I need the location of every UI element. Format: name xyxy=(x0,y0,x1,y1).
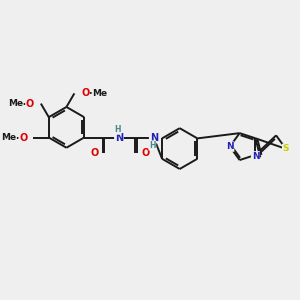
Text: N: N xyxy=(150,133,158,142)
Text: N: N xyxy=(252,152,259,161)
Text: S: S xyxy=(283,144,289,153)
Text: O: O xyxy=(141,148,149,158)
Text: H: H xyxy=(149,141,156,150)
Text: N: N xyxy=(115,133,123,142)
Text: N: N xyxy=(226,142,234,151)
Text: Me: Me xyxy=(1,133,16,142)
Text: Me: Me xyxy=(92,89,107,98)
Text: H: H xyxy=(114,125,121,134)
Text: O: O xyxy=(91,148,99,158)
Text: Me: Me xyxy=(8,99,23,108)
Text: O: O xyxy=(19,133,27,142)
Text: O: O xyxy=(81,88,89,98)
Text: O: O xyxy=(26,99,34,109)
